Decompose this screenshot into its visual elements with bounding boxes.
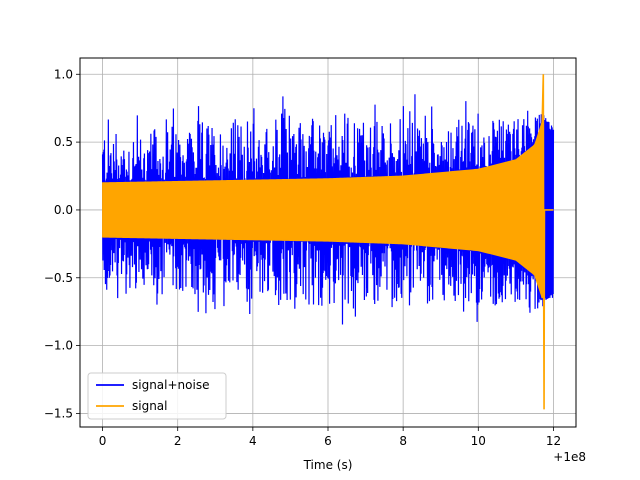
y-tick-label: 0.5 — [54, 135, 73, 149]
ticks: 0 2 4 6 8 10 12 −1.5 −1.0 −0.5 0.0 0.5 1.0 — [44, 67, 561, 448]
x-axis-offset-label: +1e8 — [553, 450, 586, 464]
y-tick-label: 1.0 — [54, 67, 73, 81]
x-tick-label: 2 — [174, 434, 182, 448]
x-tick-label: 0 — [99, 434, 107, 448]
y-tick-label: −1.5 — [44, 406, 73, 420]
x-tick-label: 4 — [249, 434, 257, 448]
legend: signal+noise signal — [87, 372, 227, 420]
series-signal-merger — [541, 74, 554, 410]
plot-area — [101, 74, 555, 410]
x-tick-label: 8 — [399, 434, 407, 448]
x-tick-label: 6 — [324, 434, 332, 448]
x-axis-label: Time (s) — [303, 458, 353, 472]
x-tick-label: 12 — [546, 434, 561, 448]
y-tick-label: −0.5 — [44, 271, 73, 285]
y-tick-label: 0.0 — [54, 203, 73, 217]
legend-label: signal — [132, 399, 168, 413]
legend-label: signal+noise — [132, 378, 209, 392]
x-tick-label: 10 — [471, 434, 486, 448]
y-tick-label: −1.0 — [44, 339, 73, 353]
